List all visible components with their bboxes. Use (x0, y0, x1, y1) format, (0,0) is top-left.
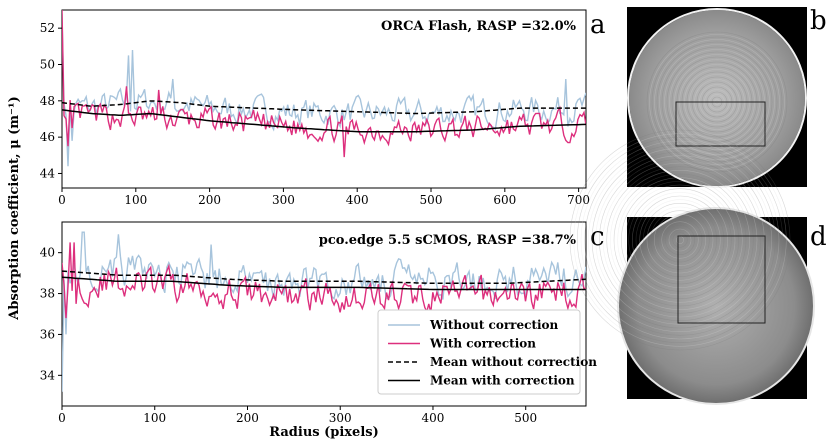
ring (646, 206, 714, 274)
series-group-c (62, 231, 586, 392)
ring (661, 221, 699, 259)
image-b-sample (629, 10, 805, 186)
x-tick-label: 300 (272, 193, 295, 207)
y-tick-label: 44 (40, 166, 56, 180)
chart-panel-a: 0 100 200 300 400 500 600 700 44 46 48 50 52 ORCA Fl… (40, 9, 606, 207)
ring (653, 214, 706, 267)
ring (602, 162, 758, 318)
ticks-a: 0 100 200 300 400 500 600 700 44 46 48 50 52 (40, 21, 590, 207)
series-group-a (62, 10, 586, 167)
x-axis-label: Radius (pixels) (269, 425, 378, 440)
ring (639, 199, 721, 281)
image-b-roi-box (675, 101, 766, 147)
y-tick-label: 50 (40, 57, 55, 71)
plot-frame-a (61, 9, 587, 189)
y-tick-label: 38 (40, 287, 55, 301)
x-tick-label: 500 (420, 193, 443, 207)
x-tick-label: 0 (58, 193, 66, 207)
image-b-rim (627, 8, 807, 188)
ring (591, 151, 769, 329)
image-b: b (627, 6, 827, 188)
y-tick-label: 52 (40, 21, 55, 35)
ring (650, 210, 710, 270)
x-tick-label: 200 (236, 411, 259, 425)
annotation-a: ORCA Flash, RASP =32.0% (381, 19, 577, 34)
ring (659, 44, 775, 160)
ring (595, 155, 765, 325)
series-without-a (62, 13, 586, 167)
legend-label-mean-with: Mean with correction (430, 374, 575, 388)
series-with-a (62, 10, 586, 158)
panel-letter-a: a (590, 10, 606, 40)
ring (664, 225, 695, 256)
image-d-rim (617, 207, 815, 405)
annotation-c: pco.edge 5.5 sCMOS, RASP =38.7% (319, 233, 577, 248)
ring (646, 31, 788, 173)
image-d-roi-box (677, 235, 766, 324)
ring (661, 46, 773, 158)
ring (580, 140, 780, 340)
image-d: d (569, 129, 827, 405)
y-axis-label: Absorption coefficient, μ (m⁻¹) (7, 96, 22, 320)
series-mean-with-a (62, 109, 586, 133)
x-tick-label: 200 (198, 193, 221, 207)
ring (635, 195, 725, 285)
x-tick-label: 100 (143, 411, 166, 425)
ring (624, 184, 736, 296)
ring (628, 188, 732, 292)
x-tick-label: 500 (514, 411, 537, 425)
y-tick-label: 40 (40, 246, 55, 260)
x-tick-label: 0 (58, 411, 66, 425)
x-tick-label: 300 (329, 411, 352, 425)
ring (620, 181, 739, 300)
ring (672, 232, 688, 248)
ring (613, 173, 747, 307)
ring (649, 34, 785, 170)
ticks-c: 0 100 200 300 400 500 34 36 38 40 (40, 246, 537, 425)
x-tick-label: 700 (567, 193, 590, 207)
series-with-c (62, 242, 586, 319)
ring (617, 177, 743, 303)
ring (609, 170, 750, 310)
ring (656, 41, 778, 163)
legend: Without correction With correction Mean wi… (377, 309, 597, 395)
series-mean-with-c (62, 276, 586, 291)
ring (569, 129, 791, 351)
ring (668, 228, 692, 252)
y-tick-label: 36 (40, 327, 55, 341)
x-tick-label: 100 (124, 193, 147, 207)
image-d-rings (569, 129, 791, 351)
ring (584, 144, 776, 336)
ring (598, 159, 761, 321)
y-tick-label: 48 (40, 94, 55, 108)
ring (573, 133, 787, 347)
plot-frame-c (61, 221, 587, 407)
legend-box (377, 309, 581, 395)
ring (576, 137, 783, 343)
ring (631, 192, 728, 289)
panel-letter-d: d (810, 222, 827, 252)
ring (666, 51, 768, 153)
ring (651, 36, 783, 168)
chart-panel-c: 0 100 200 300 400 500 34 36 38 40 pco.edge 5.5 sC… (40, 221, 605, 425)
y-tick-label: 34 (40, 368, 56, 382)
panel-letter-b: b (810, 6, 827, 36)
ring (654, 39, 780, 165)
y-tick-label: 46 (40, 130, 55, 144)
ring (657, 217, 703, 263)
legend-label-mean-without: Mean without correction (430, 355, 597, 369)
ring (664, 49, 770, 155)
panel-letter-c: c (590, 222, 605, 252)
ring (587, 148, 772, 332)
legend-label-with: With correction (429, 337, 536, 351)
x-tick-label: 400 (346, 193, 369, 207)
x-tick-label: 400 (422, 411, 445, 425)
legend-label-without: Without correction (429, 318, 559, 332)
series-without-c (62, 231, 586, 392)
x-tick-label: 600 (493, 193, 516, 207)
ring (606, 166, 754, 314)
ring (642, 203, 717, 278)
